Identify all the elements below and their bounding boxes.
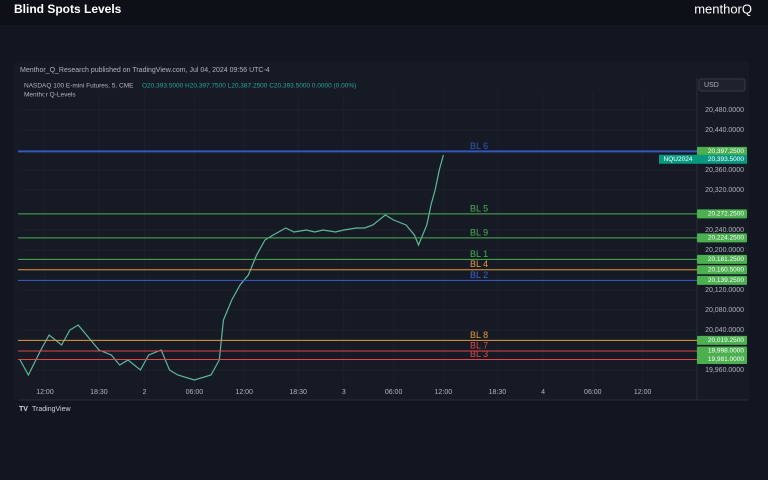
level-name: BL 7 bbox=[470, 340, 488, 350]
last-price: 20,393.5000 bbox=[708, 156, 745, 163]
x-tick-label: 12:00 bbox=[36, 389, 54, 396]
last-price-badge bbox=[697, 154, 747, 164]
level-name: BL 1 bbox=[470, 249, 488, 259]
y-tick-label: 20,200.0000 bbox=[705, 247, 744, 254]
header-bar bbox=[0, 0, 768, 25]
level-value: 20,181.2500 bbox=[708, 256, 745, 263]
level-name: BL 5 bbox=[470, 203, 488, 213]
level-badge bbox=[697, 346, 747, 356]
x-tick-label: 06:00 bbox=[186, 389, 204, 396]
x-tick-label: 18:30 bbox=[489, 389, 507, 396]
level-name: BL 9 bbox=[470, 227, 488, 237]
level-value: 20,272.2500 bbox=[708, 211, 745, 218]
level-name: BL 3 bbox=[470, 349, 488, 359]
footer-logo: TV bbox=[19, 406, 28, 413]
level-badge bbox=[697, 265, 747, 275]
level-value: 20,397.2500 bbox=[708, 148, 745, 155]
level-badge bbox=[697, 209, 747, 219]
x-tick-label: 06:00 bbox=[584, 389, 602, 396]
y-tick-label: 20,240.0000 bbox=[705, 227, 744, 234]
indicator: Menthor Q-Levels bbox=[24, 92, 76, 99]
level-name: BL 6 bbox=[470, 141, 488, 151]
footer: TradingView bbox=[32, 406, 71, 413]
x-tick-label: 06:00 bbox=[385, 389, 403, 396]
chart-panel bbox=[14, 62, 749, 400]
x-tick-label: 3 bbox=[342, 389, 346, 396]
currency-box bbox=[698, 78, 746, 92]
x-tick-label: 12:00 bbox=[634, 389, 652, 396]
y-tick-label: 20,040.0000 bbox=[705, 327, 744, 334]
symbol-info: NASDAQ 100 E-mini Futures, 5, CME bbox=[24, 83, 134, 90]
level-badge bbox=[697, 233, 747, 243]
level-value: 19,981.0000 bbox=[708, 356, 745, 363]
level-name: BL 2 bbox=[470, 270, 488, 280]
y-tick-label: 19,960.0000 bbox=[705, 367, 744, 374]
level-name: BL 4 bbox=[470, 259, 488, 269]
level-badge bbox=[697, 355, 747, 364]
y-tick-label: 20,480.0000 bbox=[705, 107, 744, 114]
level-badge bbox=[697, 275, 747, 285]
x-tick-label: 4 bbox=[541, 389, 545, 396]
x-tick-label: 2 bbox=[143, 389, 147, 396]
header-title: Blind Spots Levels bbox=[14, 2, 122, 16]
level-value: 20,160.5000 bbox=[708, 266, 745, 273]
published: Menthor_Q_Research published on TradingV… bbox=[20, 67, 270, 74]
level-value: 19,998.0000 bbox=[708, 348, 745, 355]
level-badge bbox=[697, 335, 747, 345]
y-tick-label: 20,440.0000 bbox=[705, 127, 744, 134]
level-name: BL 8 bbox=[470, 330, 488, 340]
x-tick-label: 18:30 bbox=[289, 389, 307, 396]
level-badge bbox=[697, 146, 747, 156]
level-value: 20,224.2500 bbox=[708, 235, 745, 242]
last-symbol: NQU2024 bbox=[664, 156, 693, 163]
x-tick-label: 12:00 bbox=[235, 389, 253, 396]
y-tick-label: 20,080.0000 bbox=[705, 307, 744, 314]
y-tick-label: 20,360.0000 bbox=[705, 167, 744, 174]
level-value: 20,139.2500 bbox=[708, 277, 745, 284]
price-line bbox=[19, 154, 444, 381]
logo: menthorQ bbox=[694, 1, 752, 16]
level-badge bbox=[697, 254, 747, 264]
last-symbol-badge bbox=[659, 154, 697, 164]
y-tick-label: 20,120.0000 bbox=[705, 287, 744, 294]
ohlc: O20,393.5000 H20,397.7500 L20,387.2500 C… bbox=[142, 83, 356, 90]
currency: USD bbox=[704, 82, 719, 89]
x-tick-label: 12:00 bbox=[435, 389, 453, 396]
x-tick-label: 18:30 bbox=[90, 389, 108, 396]
y-tick-label: 20,320.0000 bbox=[705, 187, 744, 194]
level-value: 20,019.2500 bbox=[708, 337, 745, 344]
